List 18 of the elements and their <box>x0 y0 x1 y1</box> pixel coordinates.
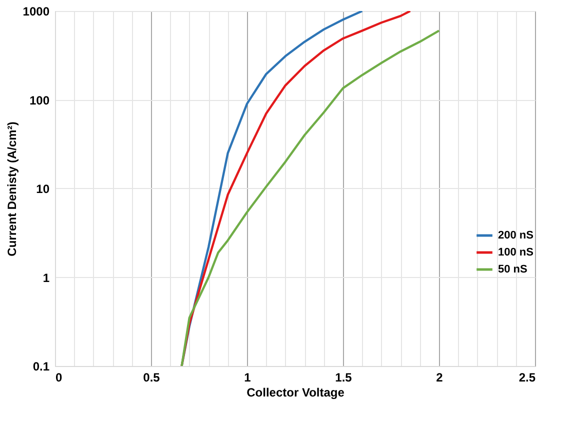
y-tick-label: 10 <box>36 182 50 196</box>
x-tick-label: 0 <box>56 370 62 384</box>
x-tick-label: 0.5 <box>143 370 160 384</box>
y-tick-label: 100 <box>29 93 50 108</box>
legend-label: 200 nS <box>498 230 534 242</box>
x-tick-label: 2.5 <box>518 370 536 384</box>
legend-label: 50 nS <box>498 264 528 276</box>
y-tick-label: 1 <box>42 270 50 285</box>
x-axis-title: Collector Voltage <box>246 386 345 400</box>
y-tick-label: 1000 <box>22 4 50 18</box>
x-tick-label: 2 <box>436 370 444 384</box>
x-tick-label: 1 <box>244 370 252 384</box>
y-axis-title: Current Denisty (A/cm²) <box>4 122 19 256</box>
x-tick-label: 1.5 <box>335 370 352 384</box>
y-tick-label: 0.1 <box>32 360 50 374</box>
line-series <box>180 30 440 366</box>
legend-label: 100 nS <box>498 246 534 258</box>
line-series <box>180 11 364 366</box>
